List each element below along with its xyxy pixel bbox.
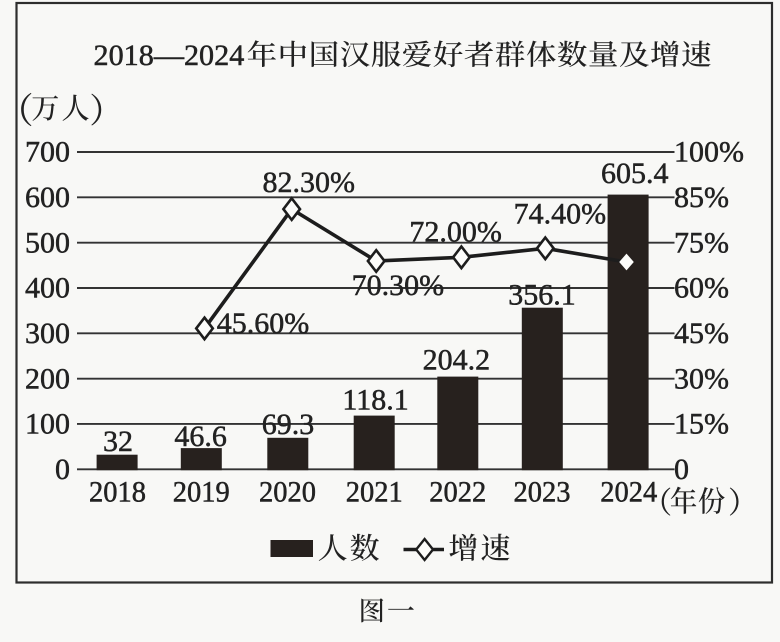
svg-text:100%: 100%	[674, 136, 744, 169]
svg-text:2021: 2021	[346, 475, 403, 508]
svg-text:700: 700	[25, 136, 70, 169]
svg-text:500: 500	[25, 226, 70, 259]
svg-text:0: 0	[674, 453, 689, 486]
svg-text:2018: 2018	[89, 475, 146, 508]
svg-text:2019: 2019	[173, 475, 230, 508]
svg-text:0: 0	[55, 453, 70, 486]
svg-text:300: 300	[25, 317, 70, 350]
svg-text:72.00%: 72.00%	[409, 216, 502, 249]
svg-text:605.4: 605.4	[601, 157, 669, 190]
svg-text:2018—2024: 2018—2024	[94, 39, 245, 72]
svg-text:204.2: 204.2	[423, 344, 491, 377]
svg-text:69.3: 69.3	[262, 408, 315, 441]
svg-text:2020: 2020	[259, 475, 316, 508]
svg-text:75%: 75%	[674, 226, 729, 259]
svg-text:74.40%: 74.40%	[514, 198, 607, 231]
svg-text:118.1: 118.1	[342, 384, 408, 417]
svg-text:2022: 2022	[429, 475, 486, 508]
svg-text:45%: 45%	[674, 317, 729, 350]
svg-text:70.30%: 70.30%	[352, 269, 445, 302]
svg-text:2023: 2023	[514, 475, 571, 508]
svg-text:2024: 2024	[600, 475, 657, 508]
svg-text:30%: 30%	[674, 362, 729, 395]
svg-text:32: 32	[103, 425, 133, 458]
svg-text:356.1: 356.1	[508, 279, 576, 312]
svg-text:46.6: 46.6	[174, 420, 227, 453]
svg-text:400: 400	[25, 272, 70, 305]
svg-text:200: 200	[25, 362, 70, 395]
svg-text:15%: 15%	[674, 408, 729, 441]
svg-text:45.60%: 45.60%	[217, 307, 310, 340]
svg-text:600: 600	[25, 181, 70, 214]
svg-text:100: 100	[25, 408, 70, 441]
svg-text:85%: 85%	[674, 181, 729, 214]
svg-text:82.30%: 82.30%	[262, 166, 355, 199]
svg-text:60%: 60%	[674, 272, 729, 305]
